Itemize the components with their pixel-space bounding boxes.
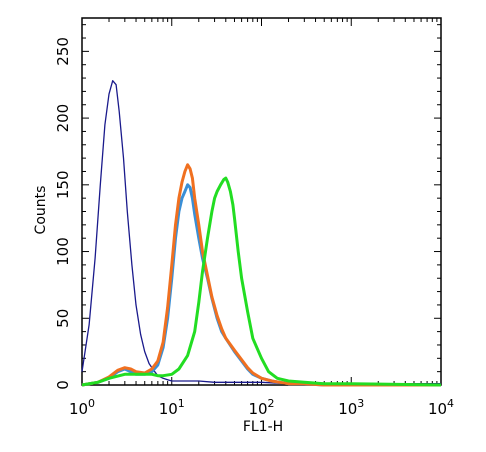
series-line-4 — [81, 176, 442, 387]
y-tick-label: 0 — [54, 380, 72, 390]
x-tick-label: 104 — [428, 397, 454, 418]
x-tick-label: 102 — [248, 397, 274, 418]
y-tick-label: 100 — [54, 237, 72, 266]
y-tick-labels: 0 50 100 150 200 250 — [54, 37, 72, 390]
y-tick-label: 150 — [54, 170, 72, 199]
series-line-1 — [81, 80, 441, 385]
x-tick-label: 100 — [69, 397, 95, 418]
axis-ticks — [81, 18, 441, 386]
y-tick-label: 250 — [54, 37, 72, 66]
plot-frame — [81, 17, 442, 386]
x-axis-title: FL1-H — [243, 419, 283, 435]
x-tick-label: 101 — [159, 397, 185, 418]
y-tick-label: 200 — [54, 104, 72, 133]
x-tick-labels: 100 101 102 103 104 — [69, 397, 454, 418]
series-line-3 — [81, 163, 441, 387]
y-axis-title: Counts — [33, 186, 49, 235]
series-group — [81, 80, 442, 387]
x-tick-label: 103 — [338, 397, 364, 418]
y-tick-label: 50 — [54, 309, 72, 328]
